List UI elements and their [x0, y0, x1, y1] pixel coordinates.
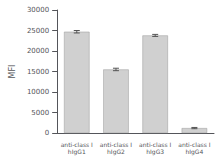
svg-text:20000: 20000 — [27, 47, 49, 55]
svg-text:10000: 10000 — [27, 88, 49, 96]
svg-text:MFI: MFI — [8, 65, 17, 79]
svg-text:anti-class I: anti-class I — [139, 141, 171, 148]
svg-text:anti-class I: anti-class I — [178, 141, 210, 148]
svg-text:hIgG2: hIgG2 — [107, 148, 125, 156]
svg-text:25000: 25000 — [27, 27, 49, 35]
svg-text:15000: 15000 — [27, 68, 49, 76]
svg-text:hIgG4: hIgG4 — [185, 148, 203, 156]
svg-text:anti-class I: anti-class I — [61, 141, 93, 148]
svg-text:5000: 5000 — [31, 109, 49, 117]
svg-text:0: 0 — [45, 129, 49, 137]
svg-text:hIgG3: hIgG3 — [146, 148, 164, 156]
svg-text:30000: 30000 — [27, 6, 49, 14]
svg-text:anti-class I: anti-class I — [100, 141, 132, 148]
svg-text:hIgG1: hIgG1 — [68, 148, 86, 156]
